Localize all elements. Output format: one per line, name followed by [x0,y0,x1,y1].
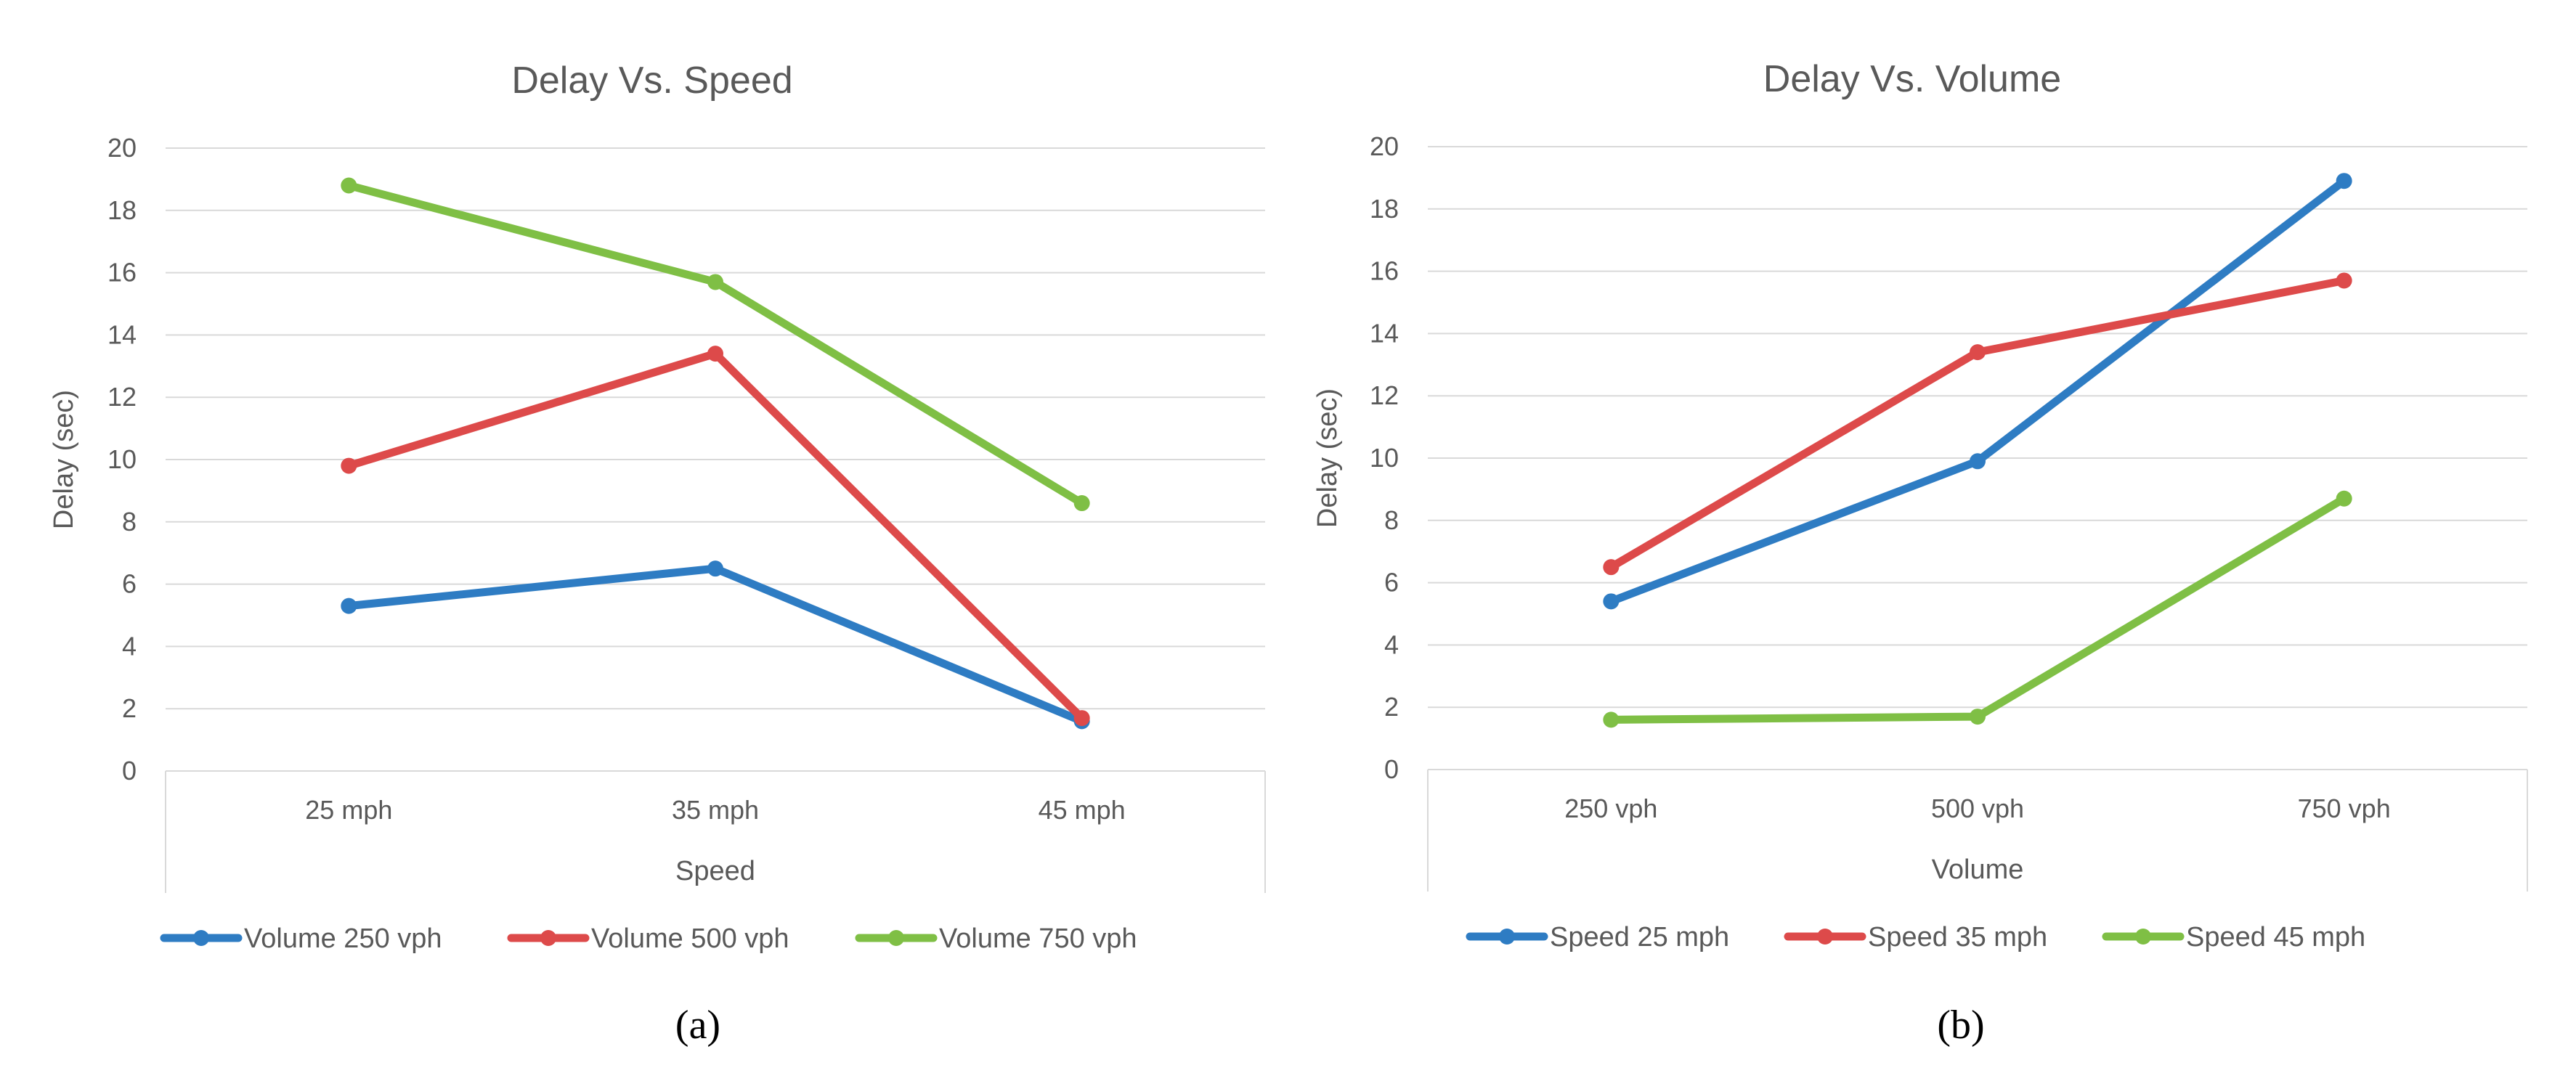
data-point [1073,710,1090,727]
legend-label: Volume 250 vph [244,923,442,954]
y-tick-label: 16 [1370,256,1399,286]
data-point [2336,173,2352,189]
gridlines [166,147,1265,772]
y-tick-label: 18 [1370,194,1399,224]
y-tick-label: 10 [1370,443,1399,473]
series-2 [1603,272,2352,576]
legend-swatch-marker [1499,929,1515,945]
x-tick-label: 250 vph [1564,794,1657,823]
series-line [344,181,1086,507]
data-point [2336,272,2352,289]
y-tick-label: 4 [122,631,137,661]
legend-item: Volume 500 vph [507,923,789,954]
y-tick-label: 12 [1370,380,1399,410]
legend-label: Speed 45 mph [2186,922,2365,953]
y-tick-label: 8 [1384,505,1399,535]
y-tick-label: 0 [122,756,137,786]
y-tick-label: 10 [107,444,137,474]
y-tick-label: 8 [122,507,137,537]
y-tick-label: 14 [1370,318,1399,348]
y-tick-label: 20 [1370,131,1399,161]
x-tick-label: 35 mph [672,795,759,825]
y-axis-label: Delay (sec) [49,390,79,529]
y-tick-label: 20 [107,133,137,163]
legend: Volume 250 vph Volume 500 vph Volume 750 v… [160,923,1137,954]
legend-item: Volume 250 vph [160,923,442,954]
y-tick-label: 16 [107,258,137,287]
series-3 [341,177,1090,512]
series-line [1606,494,2349,724]
y-tick-label: 4 [1384,629,1399,659]
legend-item: Speed 25 mph [1466,922,1729,953]
figure-caption: (b) [1937,1003,1984,1048]
legend: Speed 25 mph Speed 35 mph Speed 45 mph [1466,922,2365,953]
data-point [707,560,723,577]
x-tick-label: 45 mph [1039,795,1126,825]
legend-swatch-marker [2135,929,2151,945]
y-axis-label: Delay (sec) [1312,388,1343,528]
series-1 [1603,173,2352,610]
data-point [341,177,357,194]
series-line [1606,176,2349,605]
data-point [1073,495,1090,512]
legend-label: Speed 35 mph [1868,922,2047,953]
x-tick-label: 750 vph [2298,794,2391,823]
figure-caption: (a) [675,1003,720,1048]
legend-swatch-marker [540,930,556,946]
data-point [341,597,357,614]
chart-title: Delay Vs. Speed [511,60,792,102]
y-tick-label: 14 [107,319,137,349]
series-line [344,564,1086,725]
x-axis-label: Speed [675,856,755,886]
x-tick-label: 25 mph [305,795,392,825]
data-point [707,274,723,290]
y-tick-label: 2 [1384,692,1399,722]
y-tick-label: 12 [107,382,137,412]
legend-item: Speed 35 mph [1784,922,2047,953]
data-point [1970,453,1986,470]
y-tick-label: 2 [122,693,137,723]
data-point [2336,490,2352,507]
legend-label: Volume 750 vph [939,923,1137,954]
data-point [1603,711,1620,728]
legend-swatch-marker [1817,929,1833,945]
chart-title: Delay Vs. Volume [1763,58,2061,100]
series-3 [1603,490,2352,728]
data-point [1603,559,1620,576]
data-point [1970,709,1986,725]
data-point [1603,593,1620,610]
y-tick-label: 6 [122,569,137,599]
data-point [707,346,723,362]
legend-label: Speed 25 mph [1550,922,1729,953]
series-line [1606,276,2349,571]
x-tick-label: 500 vph [1931,794,2024,823]
data-point [341,457,357,474]
legend-swatch-marker [888,930,904,946]
legend-item: Volume 750 vph [855,923,1137,954]
data-point [1970,344,1986,361]
y-tick-label: 0 [1384,754,1399,784]
y-tick-label: 6 [1384,568,1399,597]
x-axis-label: Volume [1932,855,2024,885]
legend-label: Volume 500 vph [591,923,789,954]
legend-swatch-marker [193,930,209,946]
legend-item: Speed 45 mph [2102,922,2365,953]
chart-b: Delay Vs. Volume 0 2 4 6 8 10 12 14 16 18 20 Delay (… [1312,58,2528,1048]
series-1 [341,560,1090,730]
y-tick-label: 18 [107,195,137,225]
series-line [344,349,1086,722]
chart-a: Delay Vs. Speed 0 2 4 6 8 10 12 14 16 18 20 Delay (s… [49,60,1266,1048]
series-2 [341,346,1090,727]
